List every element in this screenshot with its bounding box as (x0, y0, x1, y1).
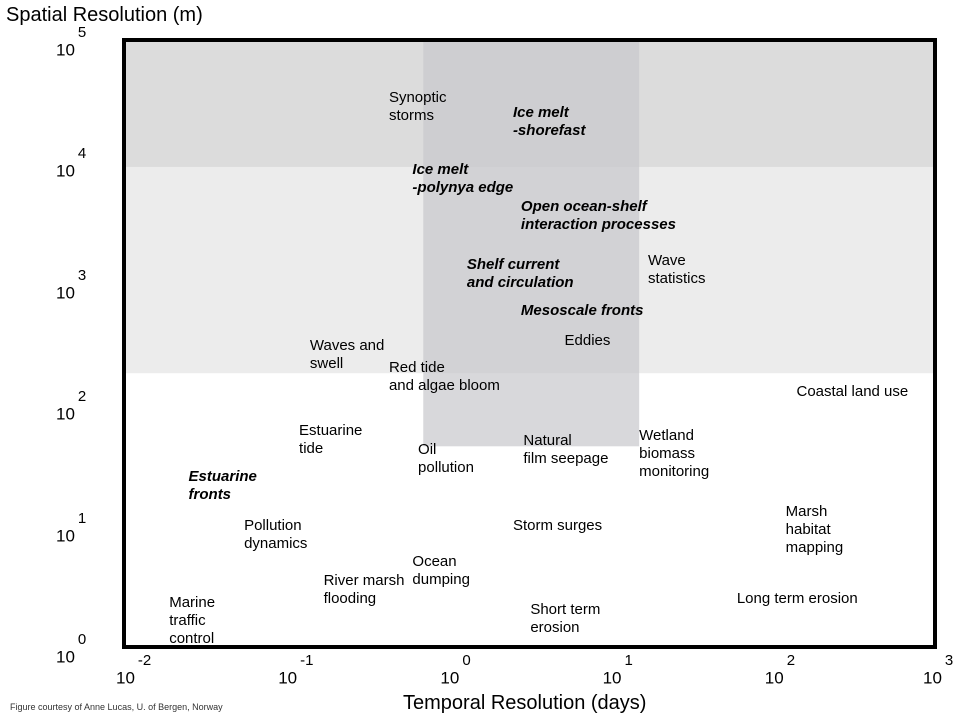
process-label: River marsh flooding (323, 571, 405, 607)
process-label: Red tide and algae bloom (388, 358, 500, 394)
y-tick-label: 104 (56, 145, 87, 182)
process-label: Eddies (564, 332, 611, 350)
process-label: Mesoscale fronts (520, 301, 644, 319)
process-label: Wave statistics (647, 252, 706, 288)
process-label: Wetland biomass monitoring (639, 426, 710, 480)
process-label: Open ocean-shelf interaction processes (520, 198, 676, 234)
plot-frame (122, 38, 937, 649)
shaded-region-2 (423, 40, 640, 447)
process-label: Ocean dumping (412, 553, 470, 589)
x-tick-label: 101 (602, 652, 633, 688)
y-tick-label: 101 (56, 509, 87, 546)
process-label: Short term erosion (530, 601, 601, 637)
process-label: Coastal land use (796, 383, 909, 401)
x-tick-label: 102 (764, 652, 796, 688)
x-tick-label: 10-1 (278, 652, 314, 688)
y-tick-label: 102 (56, 388, 87, 424)
process-label: Oil pollution (418, 440, 474, 476)
y-tick-label: 100 (56, 631, 87, 667)
process-label: Synoptic storms (388, 89, 447, 125)
x-tick-label: 103 (923, 652, 954, 688)
process-label: Waves and swell (309, 337, 385, 373)
y-tick-label: 105 (56, 24, 87, 60)
process-label: Marsh habitat mapping (785, 502, 844, 556)
x-axis-title: Temporal Resolution (days) (403, 692, 647, 714)
process-label: Estuarine tide (299, 422, 363, 458)
figure-credit: Figure courtesy of Anne Lucas, U. of Ber… (10, 702, 223, 712)
process-label: Shelf current and circulation (466, 256, 574, 292)
process-label: Ice melt -polynya edge (412, 160, 514, 196)
x-tick-label: 10-2 (116, 652, 152, 688)
process-label: Estuarine fronts (188, 468, 257, 504)
y-tick-label: 103 (56, 266, 87, 303)
process-label: Pollution dynamics (244, 516, 308, 552)
x-tick-label: 100 (440, 652, 471, 688)
process-label: Natural film seepage (523, 431, 609, 467)
process-label: Long term erosion (736, 589, 858, 607)
process-label: Marine traffic control (169, 594, 216, 648)
process-label: Storm surges (512, 516, 603, 534)
process-label: Ice melt -shorefast (512, 104, 586, 140)
chart-title: Spatial Resolution (m) (6, 4, 203, 26)
